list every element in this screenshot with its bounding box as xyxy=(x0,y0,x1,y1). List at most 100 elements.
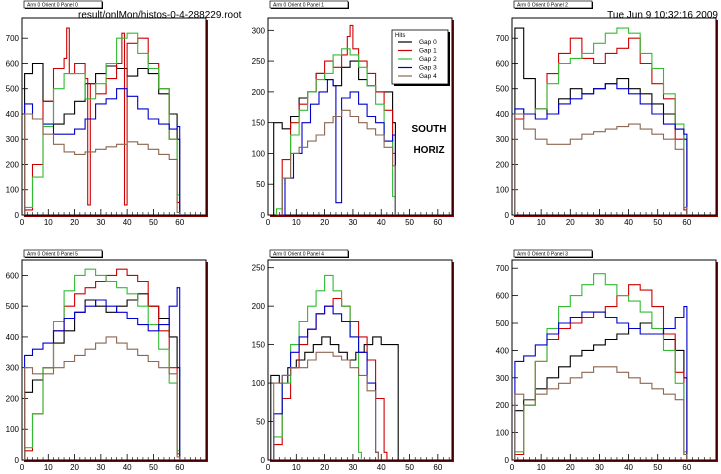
x-tick-label: 50 xyxy=(149,218,158,227)
panel-4: Arm 0 Orient 0 Panel 4 0 10 20 30 40 50 60 0 50 10… xyxy=(252,249,454,472)
panel-5: Arm 0 Orient 0 Panel 3 0 10 20 30 40 50 600 100 2… xyxy=(496,249,718,472)
x-tick-label: 30 xyxy=(348,218,357,227)
y-tick-label: 200 xyxy=(6,160,20,169)
y-tick-label: 100 xyxy=(496,429,510,438)
annotation-horiz: HORIZ xyxy=(413,145,444,156)
series-gap-4 xyxy=(273,351,379,460)
y-tick-label: 500 xyxy=(6,85,20,94)
x-tick-label: 30 xyxy=(595,463,604,472)
x-tick-label: 30 xyxy=(96,463,105,472)
y-tick-label: 400 xyxy=(496,110,510,119)
series-gap-3 xyxy=(24,287,181,460)
y-tick-label: 200 xyxy=(496,401,510,410)
series-gap-4 xyxy=(281,109,396,215)
series-gap-2 xyxy=(514,273,688,460)
y-tick-label: 0 xyxy=(261,211,266,220)
x-tick-label: 60 xyxy=(433,218,442,227)
x-tick-label: 50 xyxy=(653,463,662,472)
y-tick-label: 100 xyxy=(252,379,266,388)
panel-frame xyxy=(21,17,207,216)
y-tick-label: 400 xyxy=(496,346,510,355)
x-tick-label: 20 xyxy=(320,218,329,227)
y-tick-label: 400 xyxy=(6,110,20,119)
y-tick-label: 500 xyxy=(496,319,510,328)
y-tick-label: 600 xyxy=(6,271,20,280)
series-gap-4 xyxy=(514,113,688,215)
panel-frame xyxy=(511,17,717,216)
y-tick-label: 200 xyxy=(252,302,266,311)
title-box xyxy=(23,0,103,9)
y-tick-label: 200 xyxy=(6,394,20,403)
y-tick-label: 0 xyxy=(15,456,20,465)
x-tick-label: 20 xyxy=(70,463,79,472)
y-tick-label: 0 xyxy=(505,211,510,220)
x-tick-label: 20 xyxy=(566,218,575,227)
panel-frame xyxy=(21,259,207,461)
panel-frame xyxy=(267,259,453,461)
panel-title: Arm 0 Orient 0 Panel 1 xyxy=(273,3,324,9)
title-box xyxy=(23,249,103,258)
legend-label: Gap 4 xyxy=(419,73,437,80)
panel-title: Arm 0 Orient 0 Panel 0 xyxy=(27,3,78,9)
x-tick-label: 60 xyxy=(433,463,442,472)
x-tick-label: 10 xyxy=(537,463,546,472)
x-tick-label: 60 xyxy=(175,463,184,472)
y-tick-label: 150 xyxy=(252,119,266,128)
legend-label: Gap 3 xyxy=(419,65,437,72)
panel-title: Arm 0 Orient 0 Panel 3 xyxy=(517,252,568,258)
x-tick-label: 60 xyxy=(175,218,184,227)
y-tick-label: 600 xyxy=(496,292,510,301)
x-tick-label: 40 xyxy=(624,218,633,227)
x-tick-label: 30 xyxy=(348,463,357,472)
y-tick-label: 0 xyxy=(261,456,266,465)
legend-label: Gap 2 xyxy=(419,56,437,63)
panel-2: Arm 0 Orient 0 Panel 20 10 20 30 40 50 6001002… xyxy=(496,0,718,227)
y-tick-label: 100 xyxy=(6,186,20,195)
legend-label: Gap 0 xyxy=(419,39,437,46)
y-tick-label: 200 xyxy=(252,88,266,97)
x-tick-label: 0 xyxy=(510,463,515,472)
series-gap-0 xyxy=(270,336,399,460)
series-gap-2 xyxy=(514,27,688,215)
panel-3: Arm 0 Orient 0 Panel 50 10 20 30 40 50 6001002… xyxy=(6,249,208,472)
y-tick-label: 50 xyxy=(256,180,265,189)
panel-title: Arm 0 Orient 0 Panel 4 xyxy=(273,252,324,258)
y-tick-label: 0 xyxy=(505,456,510,465)
x-tick-label: 20 xyxy=(320,463,329,472)
y-tick-label: 500 xyxy=(6,302,20,311)
series-gap-3 xyxy=(273,305,379,460)
y-tick-label: 700 xyxy=(6,34,20,43)
series-gap-3 xyxy=(279,79,396,216)
y-tick-label: 50 xyxy=(256,418,265,427)
series-gap-4 xyxy=(514,366,688,460)
y-tick-label: 300 xyxy=(252,26,266,35)
y-tick-label: 200 xyxy=(496,160,510,169)
x-tick-label: 50 xyxy=(405,463,414,472)
y-tick-label: 300 xyxy=(496,135,510,144)
x-tick-label: 10 xyxy=(292,218,301,227)
panel-title: Arm 0 Orient 0 Panel 2 xyxy=(517,3,568,9)
y-tick-label: 250 xyxy=(252,264,266,273)
x-tick-label: 50 xyxy=(149,463,158,472)
title-box xyxy=(269,0,349,9)
series-gap-2 xyxy=(24,32,181,215)
x-tick-label: 0 xyxy=(20,463,25,472)
series-gap-3 xyxy=(514,83,688,215)
y-tick-label: 100 xyxy=(252,149,266,158)
legend-label: Gap 1 xyxy=(419,48,437,55)
series-gap-2 xyxy=(24,268,181,460)
y-tick-label: 300 xyxy=(496,374,510,383)
timestamp: Tue Jun 9 10:32:16 2009 xyxy=(607,10,718,21)
y-tick-label: 300 xyxy=(6,364,20,373)
x-tick-label: 20 xyxy=(566,463,575,472)
x-tick-label: 40 xyxy=(624,463,633,472)
annotation-south: SOUTH xyxy=(412,124,447,135)
x-tick-label: 10 xyxy=(44,463,53,472)
series-gap-4 xyxy=(24,113,181,215)
x-tick-label: 30 xyxy=(96,218,105,227)
x-tick-label: 10 xyxy=(537,218,546,227)
y-tick-label: 250 xyxy=(252,57,266,66)
y-tick-label: 100 xyxy=(496,186,510,195)
